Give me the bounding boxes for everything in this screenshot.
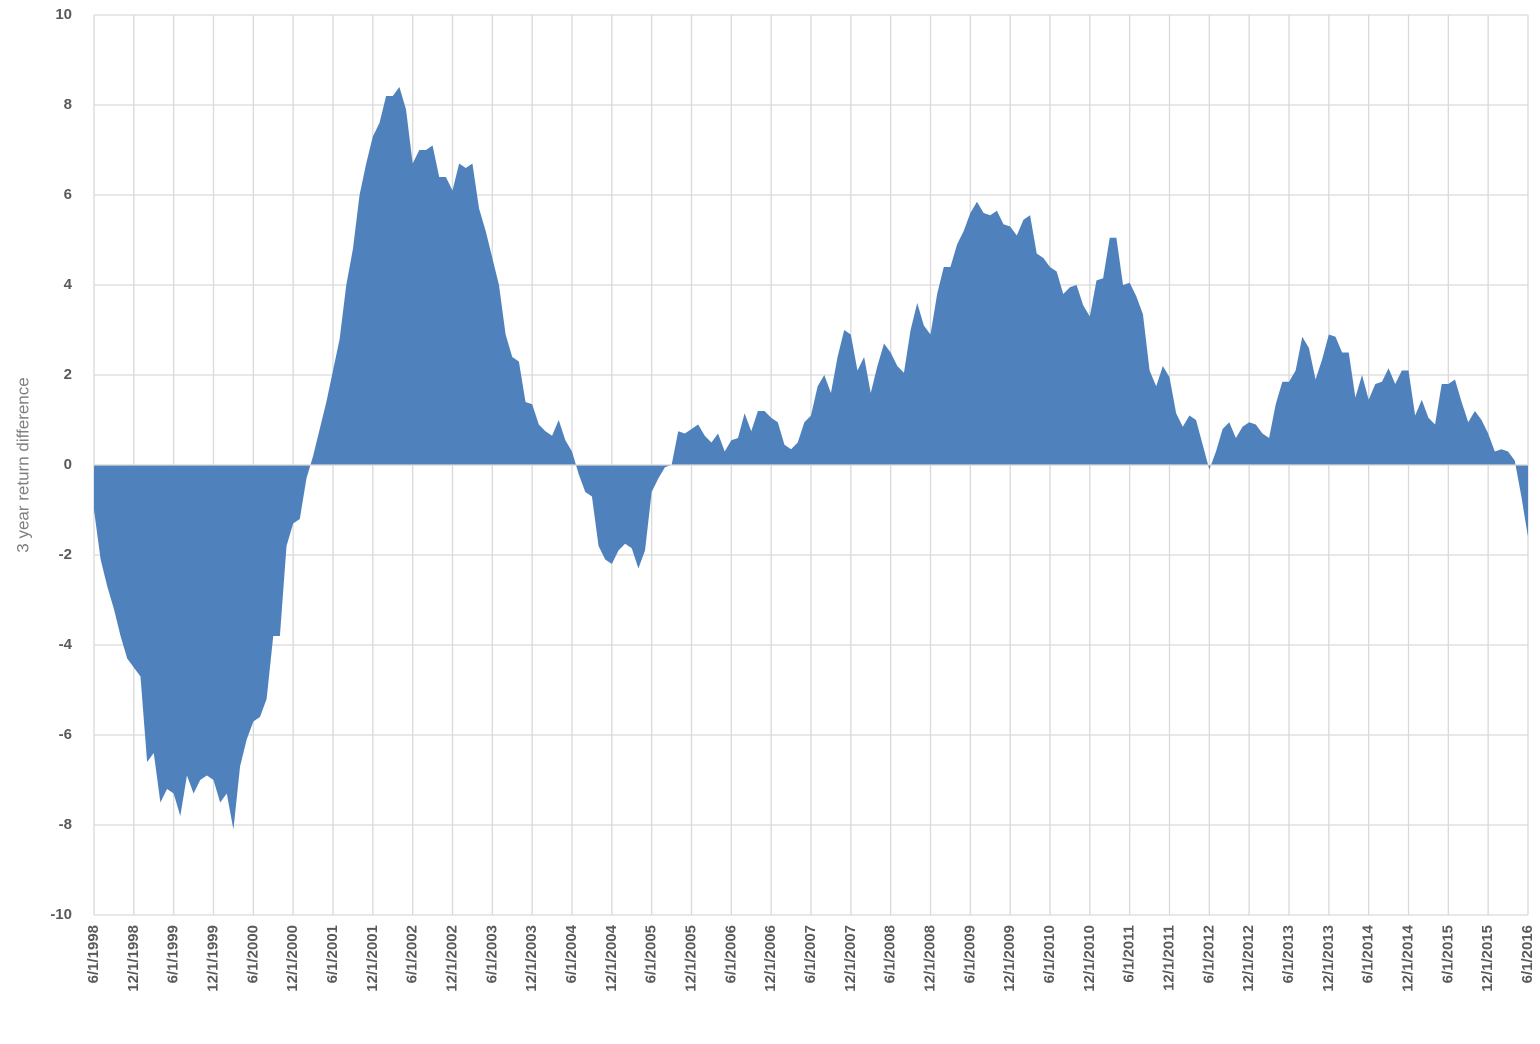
x-tick-label: 6/1/2007 xyxy=(802,925,819,983)
x-tick-label: 6/1/2010 xyxy=(1041,925,1058,983)
x-tick-label: 12/1/2012 xyxy=(1240,925,1257,992)
x-tick-label: 12/1/2009 xyxy=(1001,925,1018,992)
y-tick-label: -4 xyxy=(59,636,73,653)
y-tick-label: -10 xyxy=(50,906,72,923)
x-tick-label: 6/1/1999 xyxy=(165,925,182,983)
x-tick-label: 6/1/2013 xyxy=(1280,925,1297,983)
x-tick-label: 12/1/2005 xyxy=(682,925,699,992)
x-tick-label: 12/1/2007 xyxy=(842,925,859,992)
x-tick-label: 12/1/2006 xyxy=(762,925,779,992)
x-tick-label: 6/1/2015 xyxy=(1439,925,1456,983)
x-tick-label: 12/1/2014 xyxy=(1399,924,1416,991)
x-tick-label: 6/1/2016 xyxy=(1519,925,1536,983)
area xyxy=(94,87,1528,830)
x-tick-label: 12/1/1998 xyxy=(125,925,142,992)
x-tick-label: 12/1/2000 xyxy=(284,925,301,992)
x-tick-label: 12/1/2010 xyxy=(1081,925,1098,992)
x-tick-label: 6/1/2012 xyxy=(1200,925,1217,983)
y-tick-label: 8 xyxy=(64,96,72,113)
x-tick-label: 12/1/1999 xyxy=(204,925,221,992)
x-tick-label: 12/1/2001 xyxy=(364,925,381,992)
x-tick-label: 6/1/2011 xyxy=(1121,925,1138,983)
x-tick-label: 6/1/2003 xyxy=(483,925,500,983)
x-tick-label: 6/1/2005 xyxy=(643,925,660,983)
x-tick-label: 12/1/2003 xyxy=(523,925,540,992)
y-tick-label: -6 xyxy=(59,726,72,743)
y-tick-label: 2 xyxy=(64,366,72,383)
x-tick-label: 6/1/2001 xyxy=(324,925,341,983)
x-tick-label: 12/1/2008 xyxy=(921,925,938,992)
y-tick-label: 10 xyxy=(55,6,72,23)
x-tick-label: 12/1/2011 xyxy=(1160,925,1177,991)
x-tick-label: 6/1/2008 xyxy=(882,925,899,983)
y-tick-label: -8 xyxy=(59,816,72,833)
y-axis-label: 3 year return difference xyxy=(13,377,32,552)
x-tick-label: 6/1/2006 xyxy=(722,925,739,983)
y-tick-label: -2 xyxy=(59,546,72,563)
y-tick-label: 6 xyxy=(64,186,72,203)
x-tick-label: 12/1/2013 xyxy=(1320,925,1337,992)
x-tick-label: 6/1/1998 xyxy=(85,925,102,983)
x-tick-label: 12/1/2002 xyxy=(443,925,460,992)
x-tick-label: 6/1/2000 xyxy=(244,925,261,983)
y-tick-label: 4 xyxy=(64,276,73,293)
x-tick-label: 6/1/2014 xyxy=(1360,924,1377,983)
y-tick-label: 0 xyxy=(64,456,72,473)
x-tick-label: 6/1/2009 xyxy=(961,925,978,983)
x-tick-label: 6/1/2004 xyxy=(563,924,580,983)
x-tick-label: 12/1/2015 xyxy=(1479,925,1496,992)
x-tick-label: 12/1/2004 xyxy=(603,924,620,991)
x-tick-label: 6/1/2002 xyxy=(404,925,421,983)
